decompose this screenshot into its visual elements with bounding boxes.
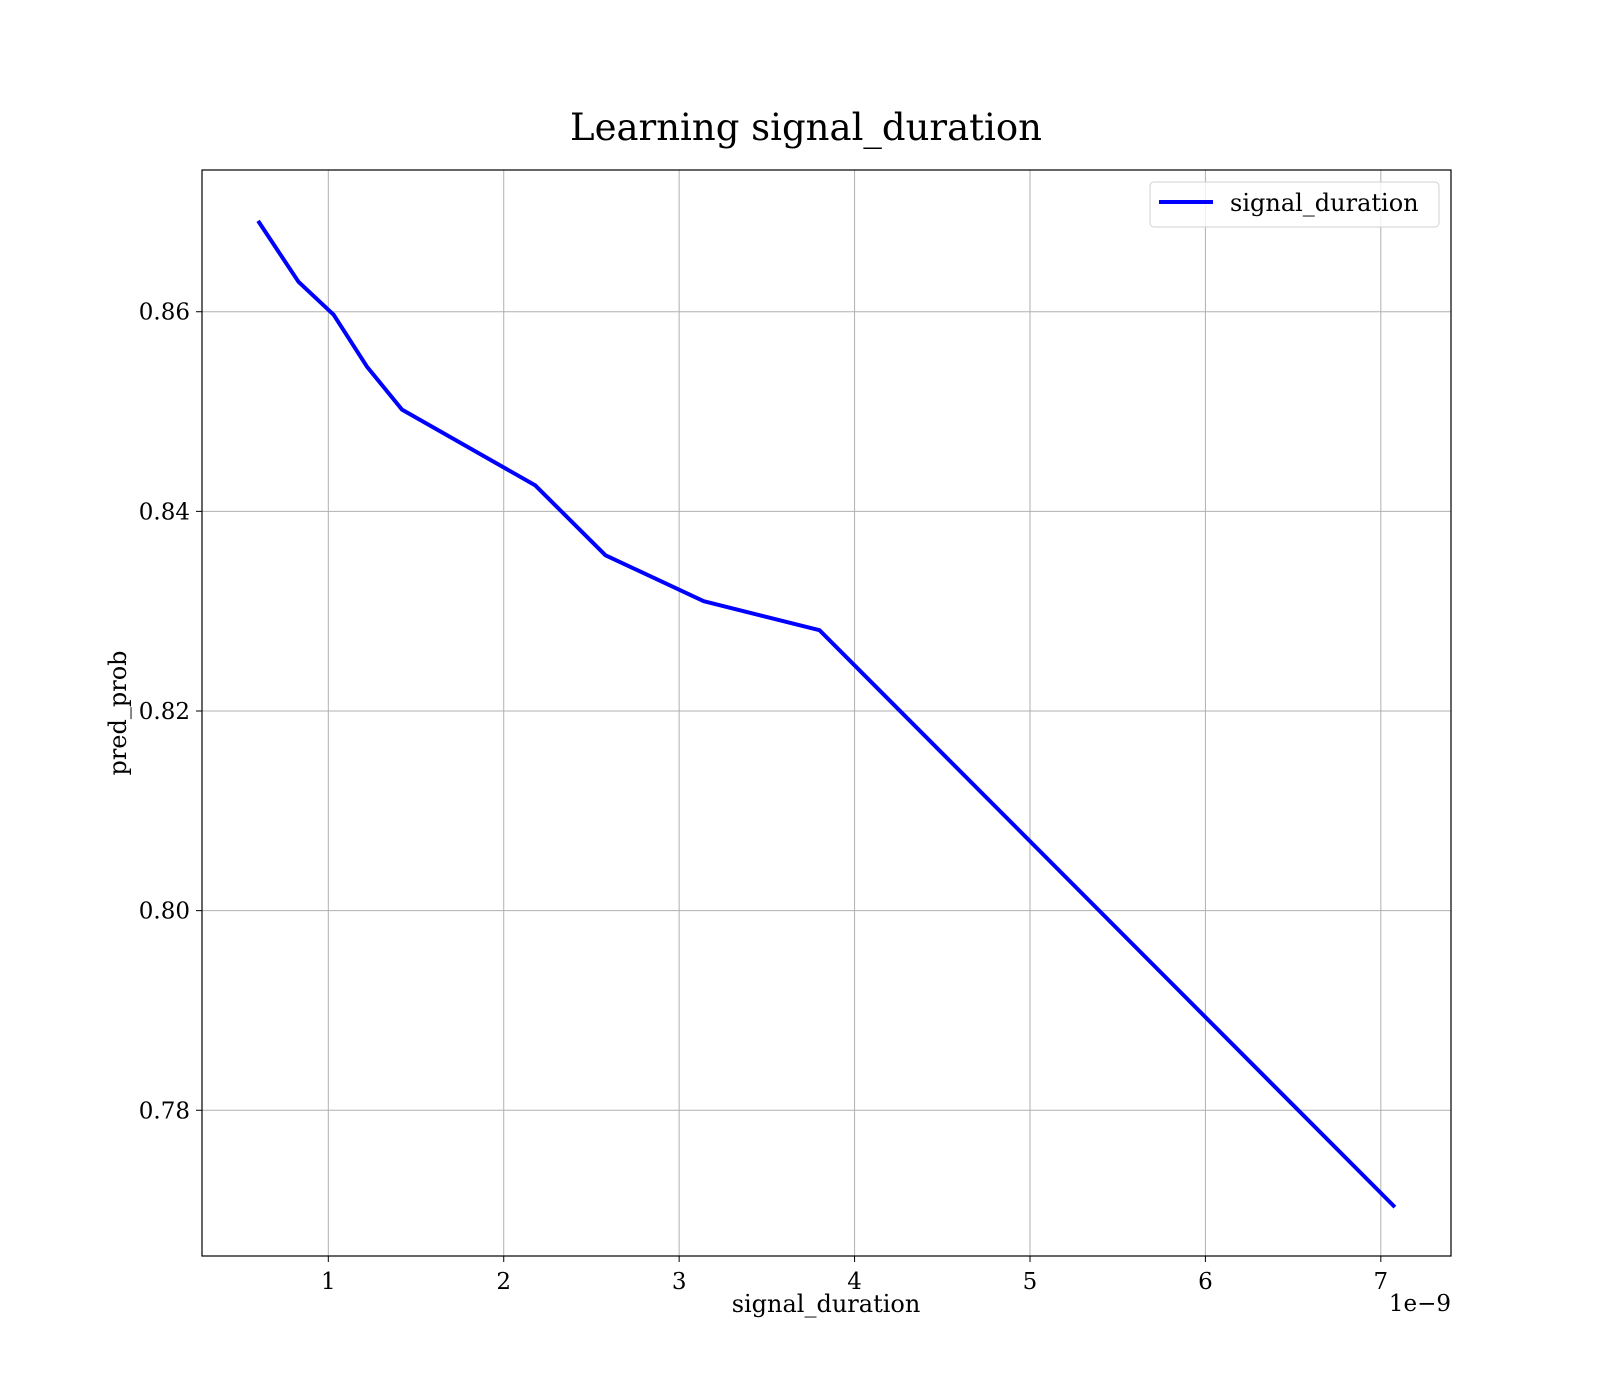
- plot-area: [256, 219, 1397, 1209]
- y-tick-label: 0.82: [139, 699, 190, 725]
- x-tick-label: 4: [847, 1269, 862, 1295]
- chart-title: Learning signal_duration: [570, 106, 1042, 150]
- legend: signal_duration: [1149, 181, 1440, 228]
- legend-box: [1149, 181, 1440, 228]
- grid-layer: [202, 170, 1451, 1256]
- legend-entry-label: signal_duration: [1230, 189, 1419, 217]
- x-axis-label: signal_duration: [732, 1290, 921, 1318]
- x-tick-label: 7: [1374, 1269, 1389, 1295]
- y-tick-label: 0.78: [139, 1098, 190, 1124]
- x-axis-offset-label: 1e−9: [1389, 1291, 1451, 1317]
- y-tick-label: 0.80: [139, 899, 190, 925]
- x-tick-label: 2: [496, 1269, 511, 1295]
- x-tick-label: 1: [321, 1269, 336, 1295]
- y-tick-label: 0.86: [139, 300, 190, 326]
- tick-layer: 1 2 3 4 5 6 7 0.78 0.80 0.82 0.84 0.86: [139, 300, 1388, 1295]
- x-tick-label: 3: [672, 1269, 687, 1295]
- series-line: [256, 219, 1397, 1209]
- plot-frame: [201, 169, 1452, 1257]
- x-tick-label: 6: [1198, 1269, 1213, 1295]
- y-tick-label: 0.84: [139, 499, 190, 525]
- x-tick-label: 5: [1023, 1269, 1038, 1295]
- y-axis-label: pred_prob: [104, 650, 132, 775]
